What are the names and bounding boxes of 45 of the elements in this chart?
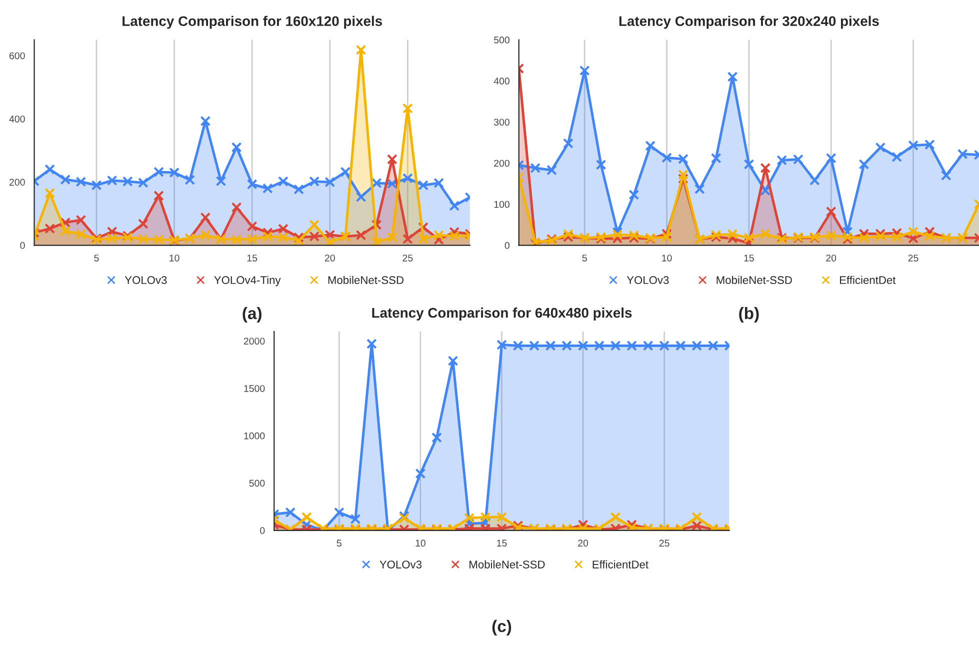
legend-label: MobileNet-SSD <box>470 560 545 568</box>
y-tick-label: 200 <box>10 178 25 186</box>
x-tick-label: 10 <box>662 254 672 262</box>
legend-label: EfficientDet <box>592 560 648 568</box>
legend-label: MobileNet-SSD <box>716 276 792 284</box>
legend-label: MobileNet-SSD <box>328 276 404 284</box>
x-tick-label: 20 <box>826 254 836 262</box>
x-tick-label: 15 <box>744 254 754 262</box>
legend-label: YOLOv3 <box>380 560 422 568</box>
legend-label: YOLOv3 <box>626 276 669 284</box>
y-tick-label: 300 <box>494 118 510 126</box>
y-tick-label: 0 <box>20 242 25 249</box>
text: (a) <box>242 306 262 323</box>
legend-label: EfficientDet <box>840 276 896 284</box>
x-tick-label: 25 <box>402 254 413 262</box>
text: (b) <box>739 306 759 323</box>
chart-title: Latency Comparison for 320x240 pixels <box>619 16 879 29</box>
x-tick-label: 10 <box>416 540 426 547</box>
chart-title: Latency Comparison for 640x480 pixels <box>372 308 632 320</box>
x-tick-label: 20 <box>324 254 335 262</box>
y-tick-label: 500 <box>494 36 510 44</box>
x-tick-label: 20 <box>578 540 588 547</box>
x-tick-label: 5 <box>582 254 587 262</box>
y-tick-label: 500 <box>249 480 265 487</box>
x-tick-label: 15 <box>497 540 507 547</box>
y-tick-label: 2000 <box>244 338 265 345</box>
y-tick-label: 400 <box>9 116 25 122</box>
legend-label: YOLOv4-Tiny <box>214 276 281 286</box>
y-tick-label: 100 <box>494 200 510 208</box>
y-tick-label: 1000 <box>244 432 265 440</box>
text: (c) <box>492 620 512 636</box>
x-tick-label: 15 <box>247 254 258 262</box>
y-tick-label: 200 <box>494 160 510 167</box>
x-tick-label: 25 <box>659 540 670 547</box>
x-tick-label: 25 <box>908 254 918 262</box>
y-tick-label: 0 <box>260 527 265 534</box>
y-tick-label: 400 <box>494 78 510 85</box>
x-tick-label: 10 <box>170 254 180 262</box>
legend-label: YOLOv3 <box>124 276 167 284</box>
y-tick-label: 0 <box>504 242 510 249</box>
y-tick-label: 1500 <box>244 385 265 392</box>
x-tick-label: 5 <box>94 254 99 262</box>
chart-title: Latency Comparison for 160x120 pixels <box>122 16 382 29</box>
x-tick-label: 5 <box>336 540 342 547</box>
y-tick-label: 600 <box>10 52 25 60</box>
